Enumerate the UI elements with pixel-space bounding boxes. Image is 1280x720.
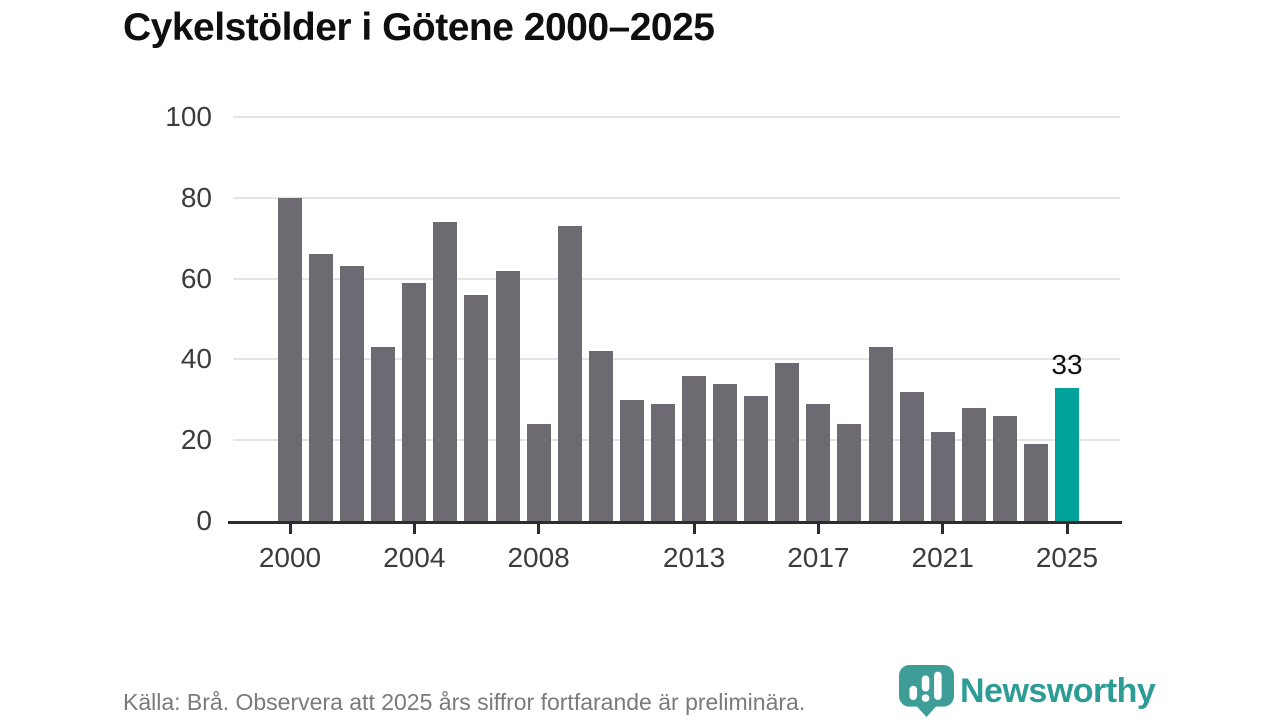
x-axis-tick-2021	[941, 524, 945, 534]
bar-2025-highlighted	[1055, 387, 1079, 521]
bar-2008	[526, 424, 551, 521]
bar-2000	[278, 197, 302, 521]
x-axis-tick-2004	[412, 524, 416, 534]
y-axis-tick-label: 100	[165, 101, 212, 132]
x-axis-tick-label: 2008	[507, 542, 570, 573]
bar-2010	[588, 351, 613, 521]
y-axis-tick-label: 60	[180, 262, 212, 294]
x-axis-tick-2025	[1065, 524, 1069, 534]
bar-2016	[775, 363, 800, 521]
newsworthy-logo: Newsworthy	[898, 664, 1156, 720]
bar-2021	[930, 432, 955, 521]
bar-2013	[682, 375, 707, 521]
source-note: Källa: Brå. Observera att 2025 års siffr…	[123, 689, 806, 715]
gridline-y-20	[233, 439, 1120, 442]
x-axis-tick-label: 2025	[1035, 542, 1099, 573]
bar-2017	[806, 403, 831, 521]
bar-2001	[309, 254, 334, 521]
bar-2003	[371, 347, 396, 521]
gridline-y-40	[233, 358, 1120, 361]
y-axis-tick-label: 40	[180, 343, 212, 375]
x-axis-tick-2013	[692, 524, 696, 534]
bar-2020	[899, 391, 924, 521]
bar-2005	[433, 222, 458, 521]
newsworthy-logo-text: Newsworthy	[960, 672, 1156, 710]
bar-2004	[402, 282, 427, 521]
bar-2023	[992, 415, 1017, 521]
x-axis-tick-label: 2013	[662, 542, 726, 573]
x-axis-tick-2017	[816, 524, 820, 534]
bar-2006	[464, 294, 489, 521]
gridline-y-100	[233, 116, 1120, 118]
x-axis-tick-2008	[537, 524, 541, 534]
chart-title: Cykelstölder i Götene 2000–2025	[123, 6, 715, 49]
bar-2007	[495, 270, 520, 521]
highlight-value-label: 33	[1051, 348, 1083, 380]
x-axis-tick-label: 2000	[258, 542, 322, 573]
bar-2002	[340, 266, 365, 521]
bar-2012	[650, 403, 675, 521]
x-axis-line	[228, 521, 1122, 524]
x-axis-tick-label: 2017	[787, 542, 850, 573]
bar-2018	[837, 424, 862, 521]
bar-2014	[713, 383, 738, 521]
newsworthy-pin-chart-icon	[898, 664, 955, 720]
bar-2009	[557, 226, 582, 521]
x-axis-tick-label: 2021	[911, 542, 974, 573]
bar-2022	[961, 407, 986, 521]
gridline-y-80	[233, 196, 1120, 199]
bar-2011	[619, 399, 644, 521]
y-axis-tick-label: 20	[180, 424, 212, 456]
bar-2019	[868, 347, 893, 521]
y-axis-tick-label: 80	[180, 181, 212, 213]
y-axis-tick-label: 0	[196, 505, 212, 536]
bar-2024	[1023, 444, 1048, 521]
gridline-y-60	[233, 277, 1120, 280]
x-axis-tick-2000	[288, 524, 292, 534]
bar-2015	[744, 395, 769, 521]
x-axis-tick-label: 2004	[383, 542, 446, 573]
